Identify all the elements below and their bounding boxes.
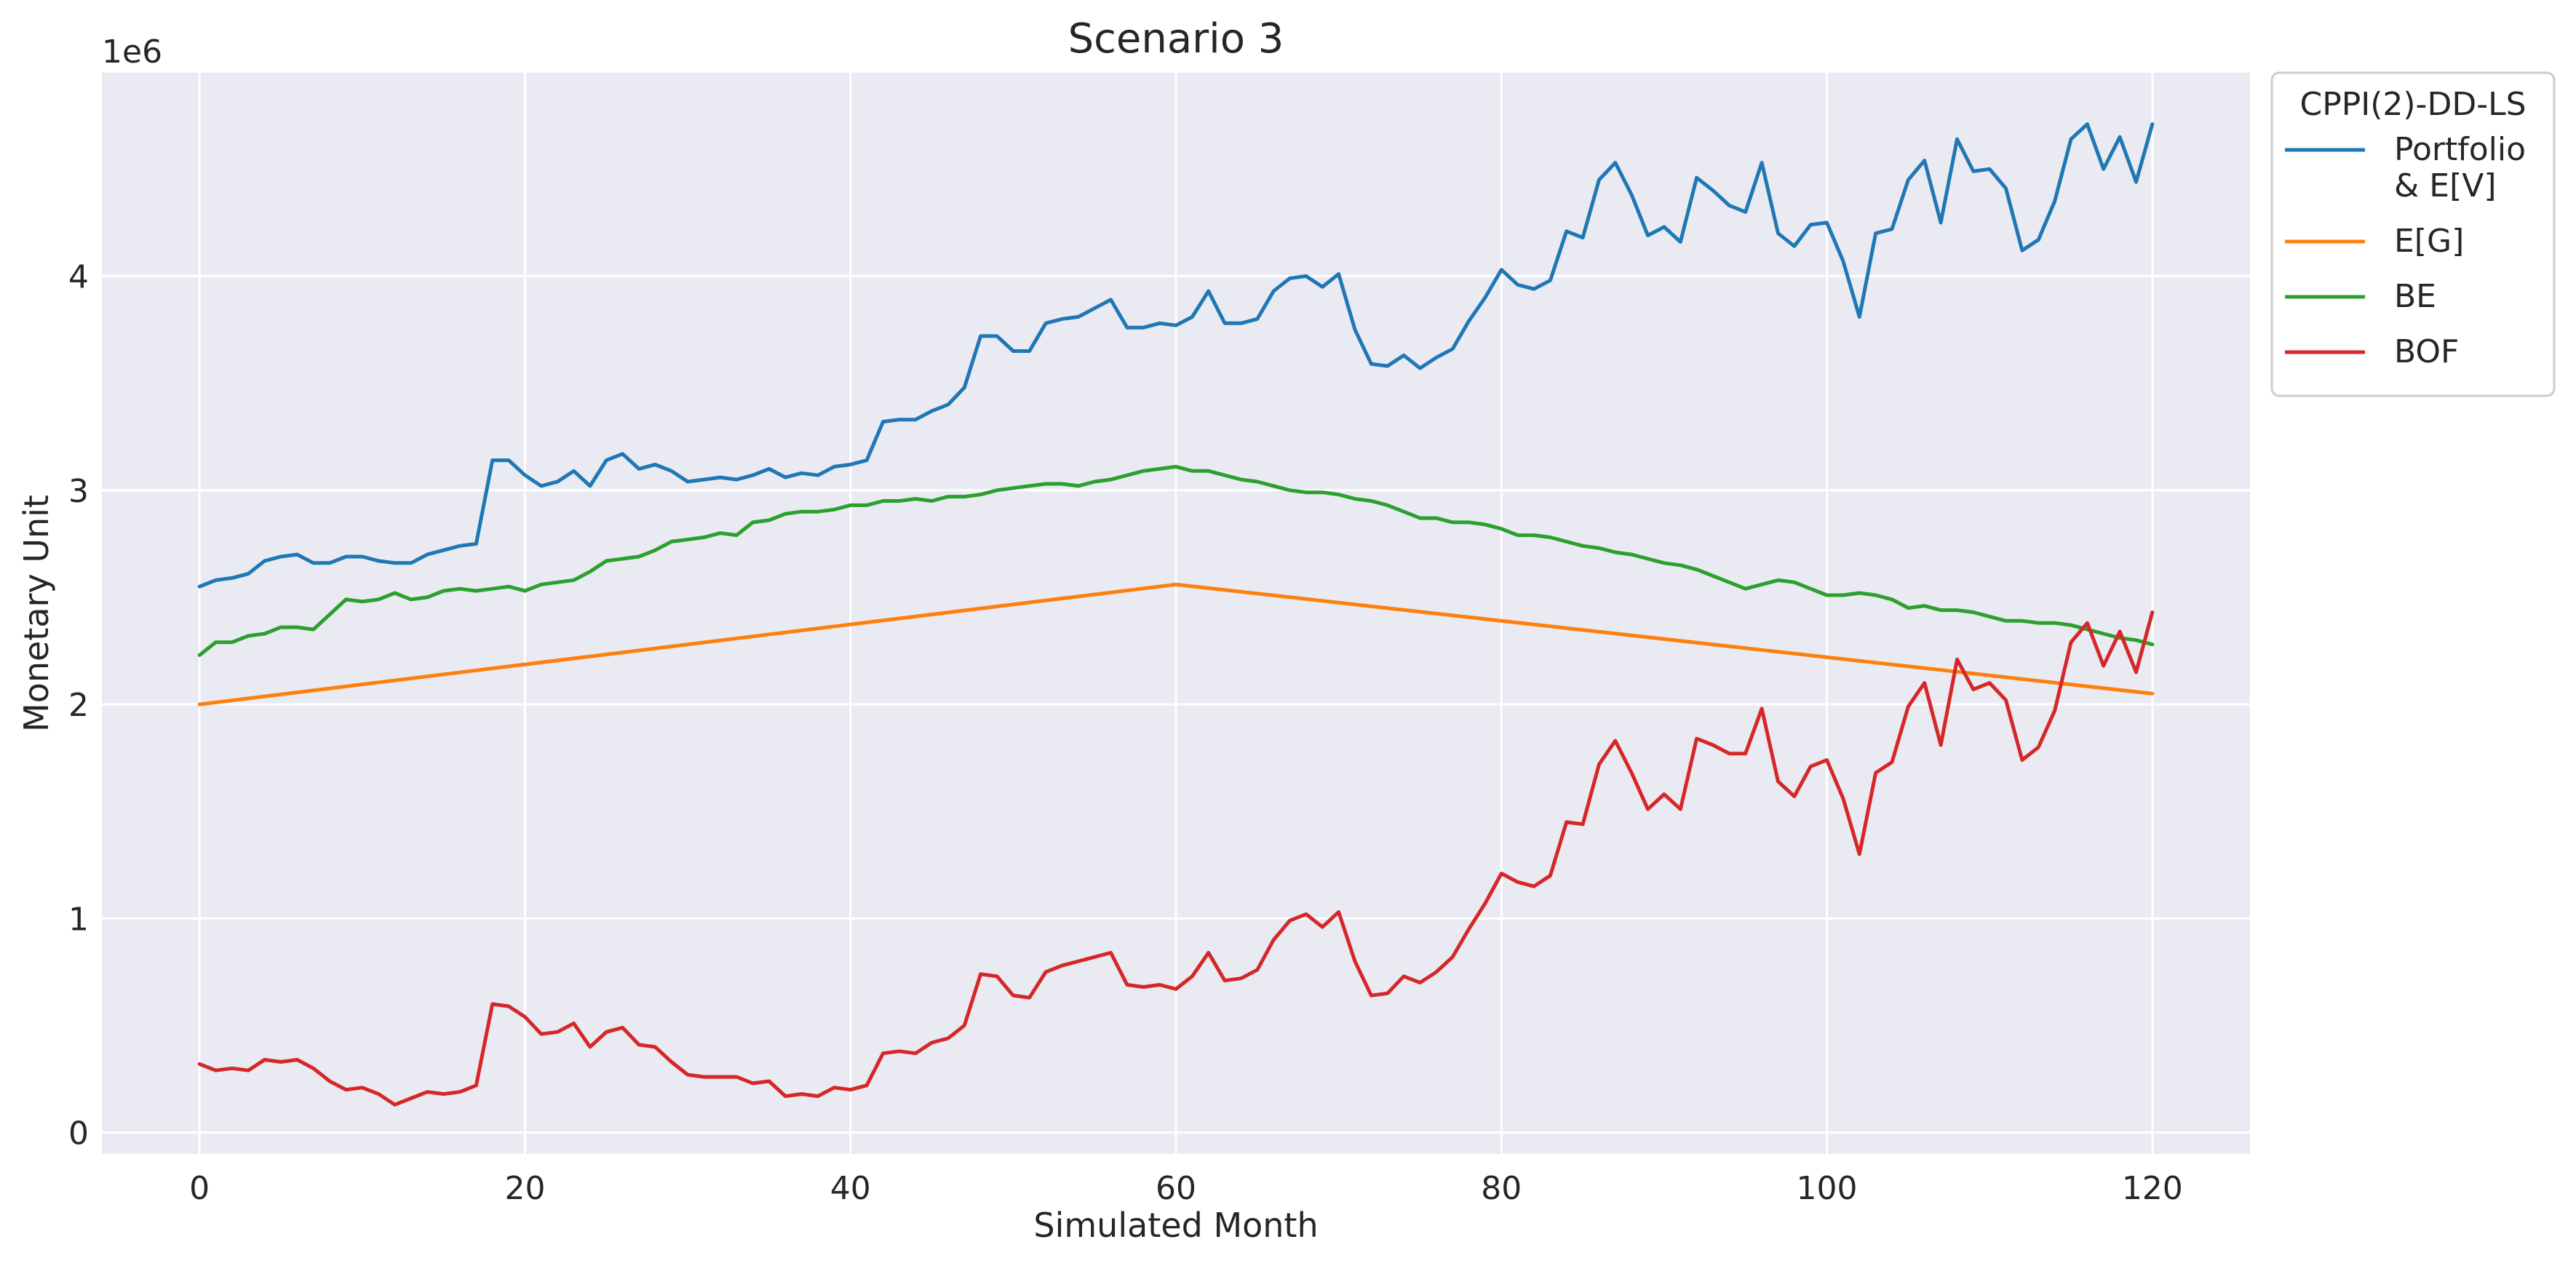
x-tick-label: 60: [1156, 1170, 1196, 1207]
x-tick-label: 120: [2122, 1170, 2183, 1207]
x-axis-ticks: 0 20 40 60 80 100 120: [189, 1170, 2183, 1207]
legend-entry-2: BE: [2285, 278, 2436, 315]
y-tick-label: 3: [68, 473, 89, 510]
gridlines: [102, 73, 2250, 1154]
y-axis-label: Monetary Unit: [17, 495, 56, 732]
legend-label: & E[V]: [2394, 167, 2497, 204]
y-tick-label: 2: [68, 687, 89, 724]
x-tick-label: 20: [504, 1170, 545, 1207]
y-tick-label: 1: [68, 901, 89, 938]
legend-entry-1: E[G]: [2285, 223, 2464, 260]
legend-entry-0: Portfolio& E[V]: [2285, 131, 2526, 204]
y-tick-label: 4: [68, 259, 89, 296]
legend-box: [2270, 71, 2556, 397]
legend-title: CPPI(2)-DD-LS: [2299, 86, 2526, 123]
y-axis-offset-label: 1e6: [102, 33, 162, 71]
legend-entry-3: BOF: [2285, 333, 2459, 370]
x-tick-label: 100: [1797, 1170, 1858, 1207]
x-tick-label: 0: [189, 1170, 210, 1207]
series-line-2: [197, 464, 2155, 657]
legend-entries: Portfolio& E[V] E[G] BE BOF: [2285, 131, 2526, 370]
series-line-3: [197, 610, 2155, 1107]
y-tick-label: 0: [68, 1115, 89, 1152]
legend: CPPI(2)-DD-LS Portfolio& E[V] E[G] BE BOF: [2270, 71, 2556, 397]
y-axis-ticks: 0 1 2 3 4: [68, 259, 89, 1152]
series-line-1: [197, 582, 2155, 706]
legend-label: BE: [2394, 278, 2436, 315]
x-tick-label: 40: [830, 1170, 871, 1207]
legend-label: BOF: [2394, 333, 2459, 370]
x-axis-label: Simulated Month: [1033, 1206, 1318, 1245]
legend-label: E[G]: [2394, 223, 2464, 260]
chart-title: Scenario 3: [1068, 15, 1284, 63]
series-line-0: [197, 122, 2155, 589]
legend-label: Portfolio: [2394, 131, 2526, 168]
series-lines: [197, 122, 2155, 1107]
x-tick-label: 80: [1481, 1170, 1522, 1207]
